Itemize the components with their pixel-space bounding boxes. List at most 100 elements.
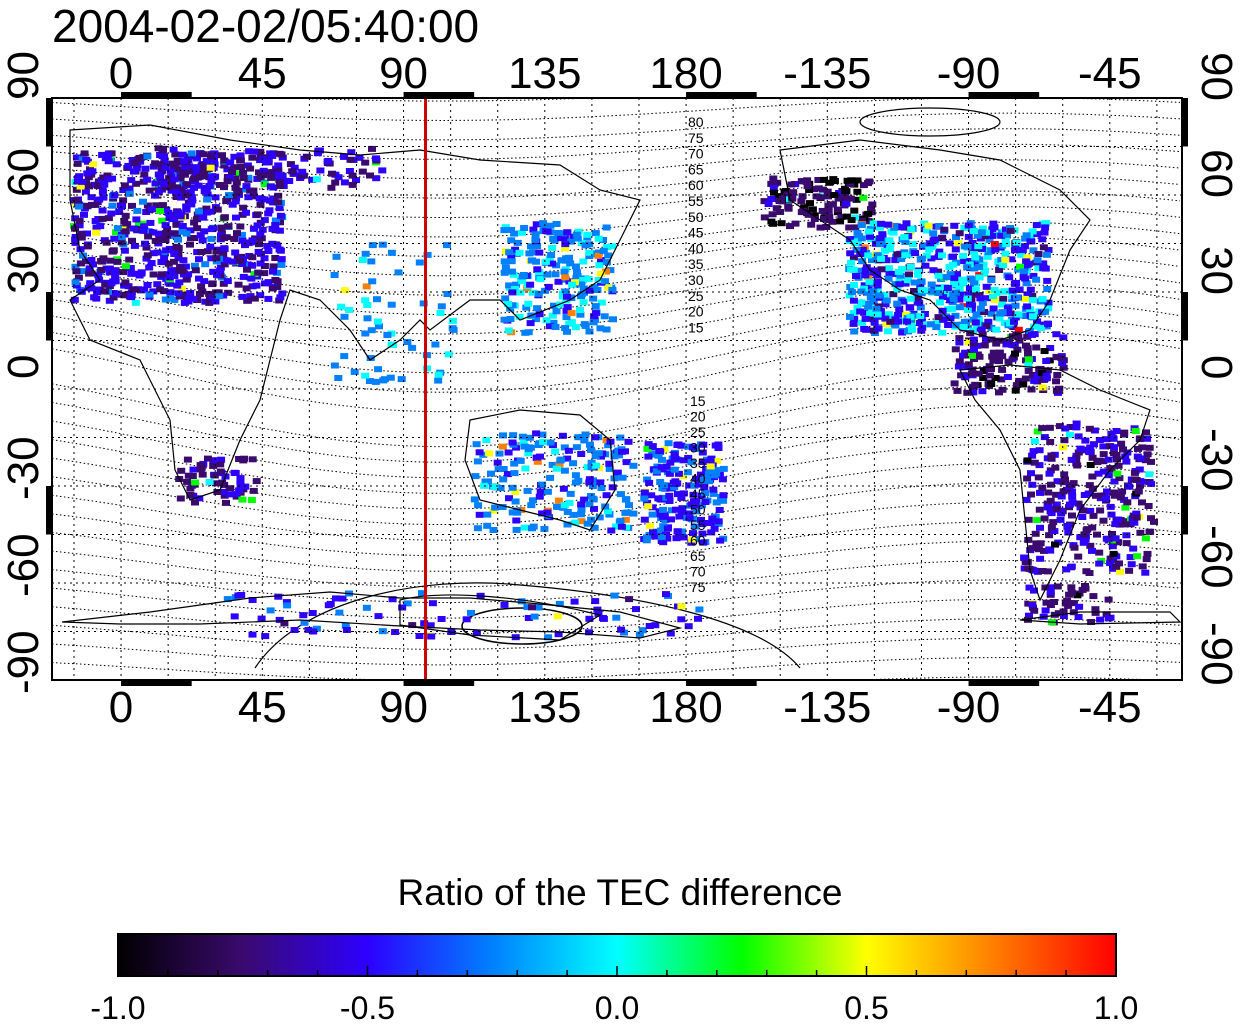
tec-cell <box>506 316 515 322</box>
tec-cell <box>125 190 134 197</box>
tec-cell <box>1046 547 1055 554</box>
tec-cell <box>210 291 219 298</box>
tec-cell <box>1004 358 1013 365</box>
tec-cell <box>1081 536 1090 543</box>
tec-cell <box>131 299 140 306</box>
tec-cell <box>350 368 359 375</box>
tec-cell <box>572 231 581 238</box>
tec-cell <box>1044 247 1053 253</box>
tec-cell <box>567 310 576 317</box>
tec-cell <box>581 322 590 329</box>
tec-cell <box>861 267 870 274</box>
tec-cell <box>671 480 680 487</box>
tec-cell <box>1005 320 1014 327</box>
tec-cell <box>1089 512 1098 519</box>
tec-cell <box>508 509 517 516</box>
tec-cell <box>1046 345 1055 351</box>
tec-cell <box>872 305 881 312</box>
tec-cell <box>179 271 188 278</box>
tec-cell <box>367 258 376 265</box>
tec-cell <box>772 205 781 212</box>
tec-cell <box>1059 364 1068 371</box>
tec-cell <box>431 341 440 348</box>
tec-cell <box>719 492 728 499</box>
tec-cell <box>886 241 895 247</box>
tec-cell <box>554 631 563 638</box>
top-tick-bar <box>686 92 757 98</box>
tec-cell <box>955 335 964 342</box>
tec-cell <box>846 236 855 243</box>
contour-label: 80 <box>688 114 704 130</box>
tec-cell <box>985 365 994 372</box>
coastline <box>1019 611 1182 625</box>
tec-cell <box>157 259 166 266</box>
tec-cell <box>235 487 244 494</box>
tec-cell <box>1110 444 1119 451</box>
tec-cell <box>1078 586 1087 593</box>
tec-cell <box>268 152 277 159</box>
tec-cell <box>569 511 578 518</box>
tec-cell <box>1003 309 1012 316</box>
tec-cell <box>156 173 165 180</box>
tec-cell <box>263 242 272 249</box>
tec-cell <box>971 286 980 293</box>
tec-cell <box>127 292 136 299</box>
tec-cell <box>97 258 106 264</box>
tec-cell <box>953 387 962 394</box>
tec-cell <box>605 465 614 472</box>
tec-cell <box>873 285 882 292</box>
tec-cell <box>168 160 177 167</box>
tec-cell <box>561 245 570 252</box>
tec-cell <box>243 162 252 169</box>
tec-cell <box>309 628 318 635</box>
tec-cell <box>248 237 257 244</box>
tec-cell <box>256 292 265 299</box>
tec-cell <box>1061 425 1070 432</box>
tec-cell <box>1074 433 1083 440</box>
tec-cell <box>525 434 534 441</box>
tec-cell <box>970 279 978 286</box>
tec-cell <box>581 242 590 249</box>
tec-cell <box>170 176 179 183</box>
tec-cell <box>380 376 389 383</box>
tec-cell <box>967 371 976 377</box>
tec-cell <box>1041 224 1050 231</box>
tec-cell <box>1143 550 1152 557</box>
tec-cell <box>990 286 999 293</box>
tec-cell <box>118 203 126 210</box>
tec-cell <box>247 275 256 282</box>
tec-cell <box>585 328 594 335</box>
tec-cell <box>94 216 103 222</box>
tec-cell <box>507 268 516 275</box>
tec-cell <box>594 450 603 457</box>
tec-cell <box>719 497 728 504</box>
tec-cell <box>684 454 693 461</box>
tec-cell <box>373 296 381 303</box>
tec-cell <box>274 171 283 178</box>
tec-cell <box>265 207 274 214</box>
tec-cell <box>186 241 194 248</box>
tec-cell <box>202 158 211 165</box>
tec-cell <box>643 476 652 483</box>
tec-cell <box>535 493 544 500</box>
tec-cell <box>275 246 284 253</box>
tec-cell <box>1052 491 1061 498</box>
tec-cell <box>274 167 283 174</box>
tec-cell <box>1001 256 1010 263</box>
tec-cell <box>1114 539 1123 546</box>
tec-cell <box>271 255 280 261</box>
tec-cell <box>222 234 231 241</box>
tec-cell <box>648 443 657 450</box>
tec-cell <box>1107 430 1116 437</box>
tec-cell <box>529 226 538 233</box>
tec-cell <box>657 527 665 534</box>
tec-cell <box>679 457 688 464</box>
tec-cell <box>1038 236 1047 243</box>
tec-cell <box>270 169 278 175</box>
tec-cell <box>173 184 182 191</box>
tec-cell <box>72 282 81 289</box>
tec-cell <box>784 203 793 210</box>
tec-cell <box>1056 516 1065 523</box>
coastline <box>959 364 1151 602</box>
plot-border <box>51 97 1183 681</box>
